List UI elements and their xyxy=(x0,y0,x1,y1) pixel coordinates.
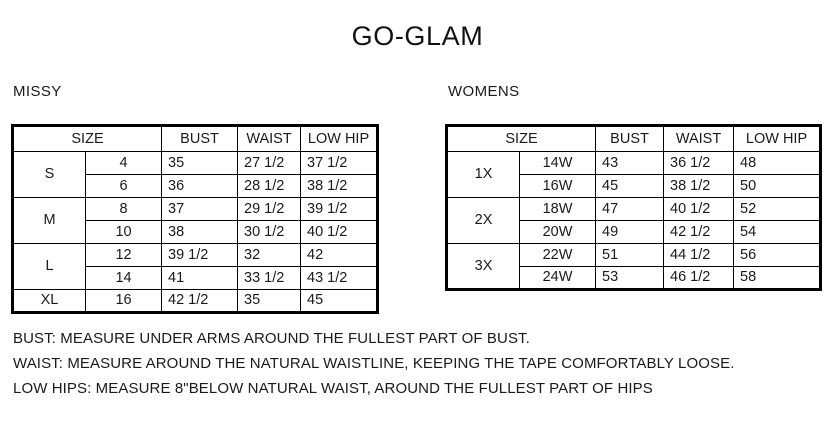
low-hip-value: 39 1/2 xyxy=(300,197,380,221)
column-header-waist: WAIST xyxy=(663,124,735,152)
size-value: 14 xyxy=(84,266,163,290)
page-title: GO-GLAM xyxy=(351,21,484,51)
section-label-missy: MISSY xyxy=(13,83,62,100)
size-value: 8 xyxy=(84,197,163,221)
missy-size-table: SIZE BUST WAIST LOW HIP S 4 35 27 1/2 37… xyxy=(10,124,380,314)
size-value: 12 xyxy=(84,243,163,267)
size-value: 16 xyxy=(84,289,163,314)
size-value: 4 xyxy=(84,151,163,175)
low-hip-value: 56 xyxy=(733,243,823,267)
column-header-low-hip: LOW HIP xyxy=(300,124,380,152)
waist-value: 30 1/2 xyxy=(237,220,302,244)
low-hip-value: 54 xyxy=(733,220,823,244)
low-hip-value: 50 xyxy=(733,174,823,198)
waist-value: 28 1/2 xyxy=(237,174,302,198)
size-value: 14W xyxy=(518,151,597,175)
waist-value: 33 1/2 xyxy=(237,266,302,290)
section-label-womens: WOMENS xyxy=(448,83,520,100)
low-hip-value: 52 xyxy=(733,197,823,221)
low-hip-value: 45 xyxy=(300,289,380,314)
measurement-notes: BUST: MEASURE UNDER ARMS AROUND THE FULL… xyxy=(13,326,828,401)
bust-value: 35 xyxy=(161,151,239,175)
table-row: L 12 39 1/2 32 42 xyxy=(11,243,380,290)
note-low-hips: LOW HIPS: MEASURE 8"BELOW NATURAL WAIST,… xyxy=(13,380,653,397)
bust-value: 47 xyxy=(595,197,665,221)
size-value: 16W xyxy=(518,174,597,198)
size-value: 22W xyxy=(518,243,597,267)
low-hip-value: 58 xyxy=(733,266,823,291)
bust-value: 45 xyxy=(595,174,665,198)
table-row: 20W 49 42 1/2 54 xyxy=(447,220,823,244)
table-row: S 4 35 27 1/2 37 1/2 xyxy=(11,151,380,198)
waist-value: 27 1/2 xyxy=(237,151,302,175)
column-header-size: SIZE xyxy=(10,124,163,152)
size-value: 24W xyxy=(518,266,597,291)
table-row: XL 16 42 1/2 35 45 xyxy=(11,289,380,314)
bust-value: 53 xyxy=(595,266,665,291)
size-value: 6 xyxy=(84,174,163,198)
size-group-label: M xyxy=(11,197,86,244)
low-hip-value: 48 xyxy=(733,151,823,175)
table-row: 14 41 33 1/2 43 1/2 xyxy=(13,266,380,290)
waist-value: 40 1/2 xyxy=(663,197,735,221)
waist-value: 42 1/2 xyxy=(663,220,735,244)
bust-value: 42 1/2 xyxy=(161,289,239,314)
waist-value: 46 1/2 xyxy=(663,266,735,291)
waist-value: 44 1/2 xyxy=(663,243,735,267)
bust-value: 41 xyxy=(161,266,239,290)
size-group-label: 2X xyxy=(445,197,520,244)
table-header-row: SIZE BUST WAIST LOW HIP xyxy=(10,124,380,152)
column-header-bust: BUST xyxy=(595,124,665,152)
waist-value: 38 1/2 xyxy=(663,174,735,198)
size-group-label: L xyxy=(11,243,86,290)
table-row: 10 38 30 1/2 40 1/2 xyxy=(13,220,380,244)
size-group-label: 1X xyxy=(445,151,520,198)
size-group-label: XL xyxy=(11,289,86,314)
column-header-low-hip: LOW HIP xyxy=(733,124,823,152)
waist-value: 29 1/2 xyxy=(237,197,302,221)
size-group-label: 3X xyxy=(445,243,520,291)
low-hip-value: 38 1/2 xyxy=(300,174,380,198)
bust-value: 36 xyxy=(161,174,239,198)
bust-value: 37 xyxy=(161,197,239,221)
low-hip-value: 42 xyxy=(300,243,380,267)
table-row: 24W 53 46 1/2 58 xyxy=(447,266,823,291)
waist-value: 32 xyxy=(237,243,302,267)
bust-value: 51 xyxy=(595,243,665,267)
table-row: M 8 37 29 1/2 39 1/2 xyxy=(11,197,380,244)
size-group-label: S xyxy=(11,151,86,198)
bust-value: 39 1/2 xyxy=(161,243,239,267)
womens-size-table: SIZE BUST WAIST LOW HIP 1X 14W 43 36 1/2… xyxy=(444,124,823,291)
low-hip-value: 43 1/2 xyxy=(300,266,380,290)
table-row: 3X 22W 51 44 1/2 56 xyxy=(445,243,823,291)
table-header-row: SIZE BUST WAIST LOW HIP xyxy=(444,124,823,152)
table-row: 1X 14W 43 36 1/2 48 xyxy=(445,151,823,198)
column-header-size: SIZE xyxy=(444,124,597,152)
waist-value: 35 xyxy=(237,289,302,314)
low-hip-value: 40 1/2 xyxy=(300,220,380,244)
size-value: 10 xyxy=(84,220,163,244)
column-header-bust: BUST xyxy=(161,124,239,152)
waist-value: 36 1/2 xyxy=(663,151,735,175)
size-value: 18W xyxy=(518,197,597,221)
table-row: 2X 18W 47 40 1/2 52 xyxy=(445,197,823,244)
bust-value: 43 xyxy=(595,151,665,175)
note-bust: BUST: MEASURE UNDER ARMS AROUND THE FULL… xyxy=(13,330,530,347)
bust-value: 38 xyxy=(161,220,239,244)
size-value: 20W xyxy=(518,220,597,244)
low-hip-value: 37 1/2 xyxy=(300,151,380,175)
bust-value: 49 xyxy=(595,220,665,244)
column-header-waist: WAIST xyxy=(237,124,302,152)
note-waist: WAIST: MEASURE AROUND THE NATURAL WAISTL… xyxy=(13,355,735,372)
